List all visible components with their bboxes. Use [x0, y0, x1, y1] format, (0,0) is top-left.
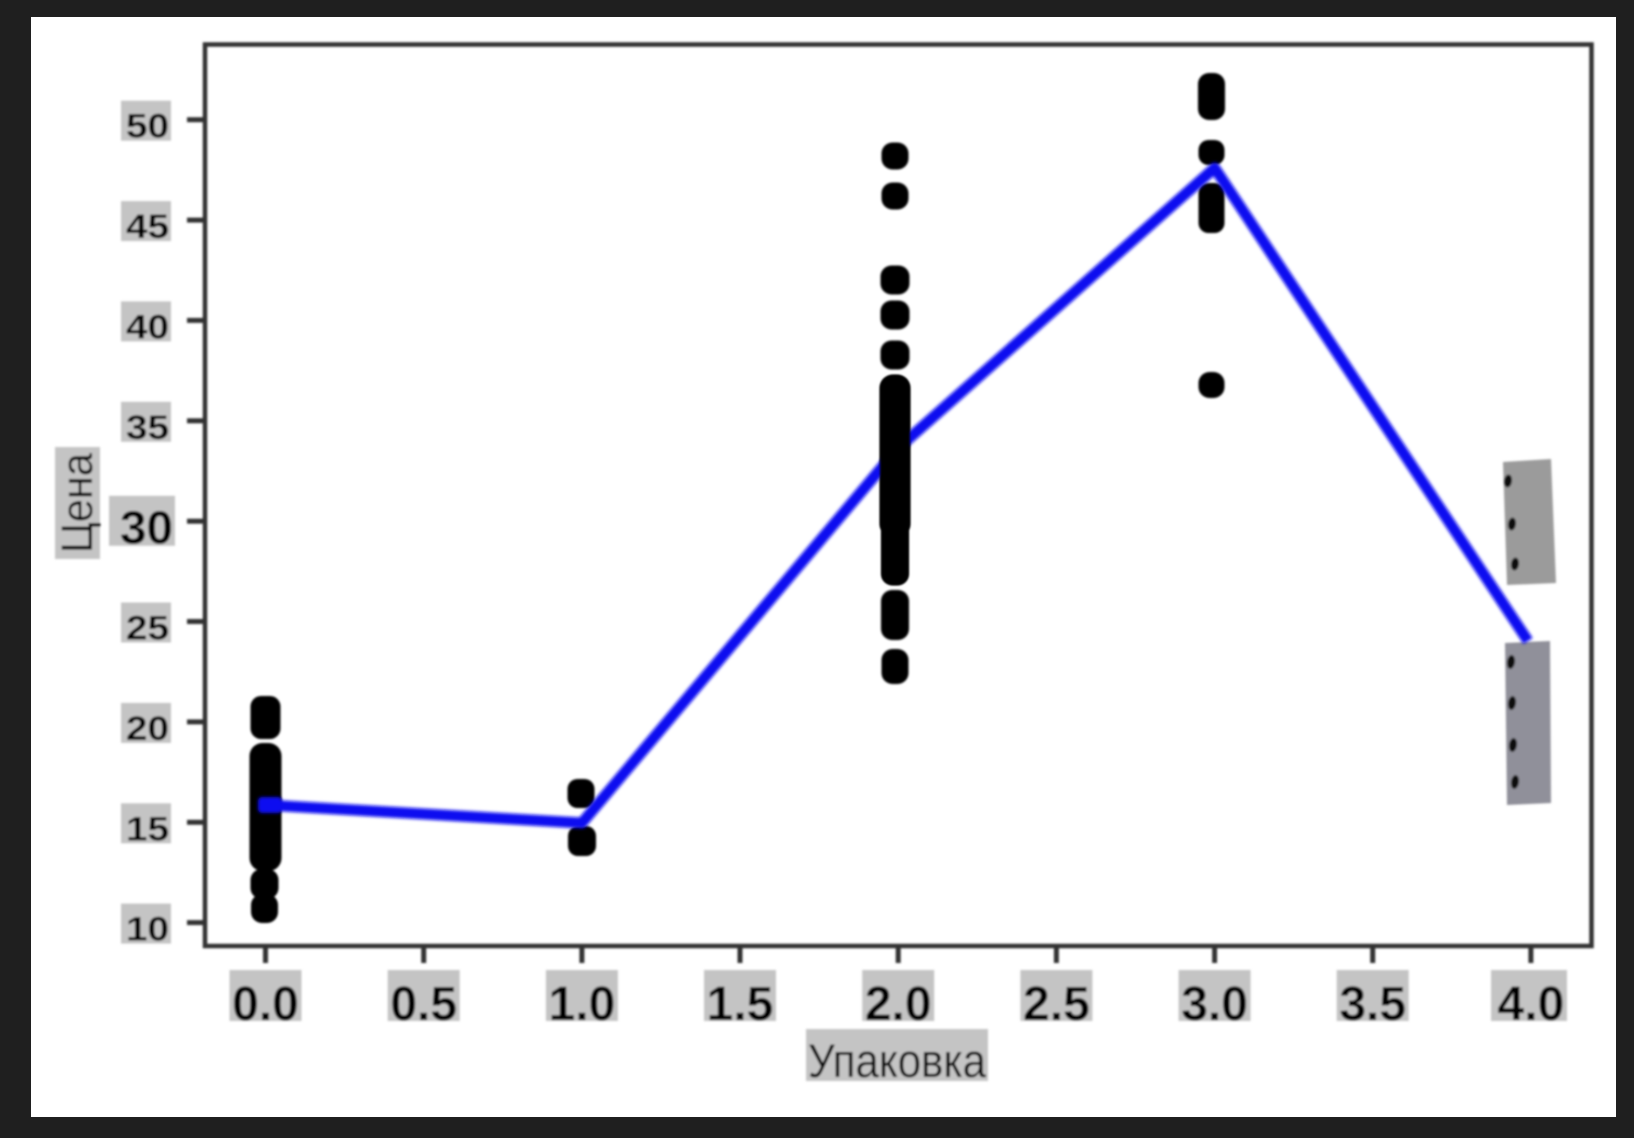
- svg-text:35: 35: [126, 409, 169, 447]
- svg-text:20: 20: [126, 710, 169, 748]
- svg-text:0.5: 0.5: [390, 978, 457, 1031]
- svg-text:4.0: 4.0: [1498, 978, 1565, 1031]
- svg-text:50: 50: [126, 108, 169, 146]
- svg-text:2.5: 2.5: [1023, 978, 1090, 1031]
- svg-text:1.0: 1.0: [549, 978, 616, 1031]
- svg-text:15: 15: [126, 810, 169, 848]
- svg-text:3.0: 3.0: [1181, 978, 1248, 1031]
- svg-text:3.5: 3.5: [1339, 978, 1406, 1031]
- svg-text:45: 45: [126, 208, 169, 246]
- svg-text:Упаковка: Упаковка: [808, 1034, 987, 1087]
- svg-text:30: 30: [120, 502, 173, 554]
- svg-text:0.0: 0.0: [232, 978, 299, 1031]
- svg-text:1.5: 1.5: [707, 978, 774, 1031]
- svg-text:10: 10: [126, 911, 169, 949]
- svg-text:40: 40: [126, 308, 169, 346]
- svg-text:25: 25: [126, 610, 169, 648]
- svg-text:Цена: Цена: [53, 453, 102, 553]
- svg-text:2.0: 2.0: [865, 978, 932, 1031]
